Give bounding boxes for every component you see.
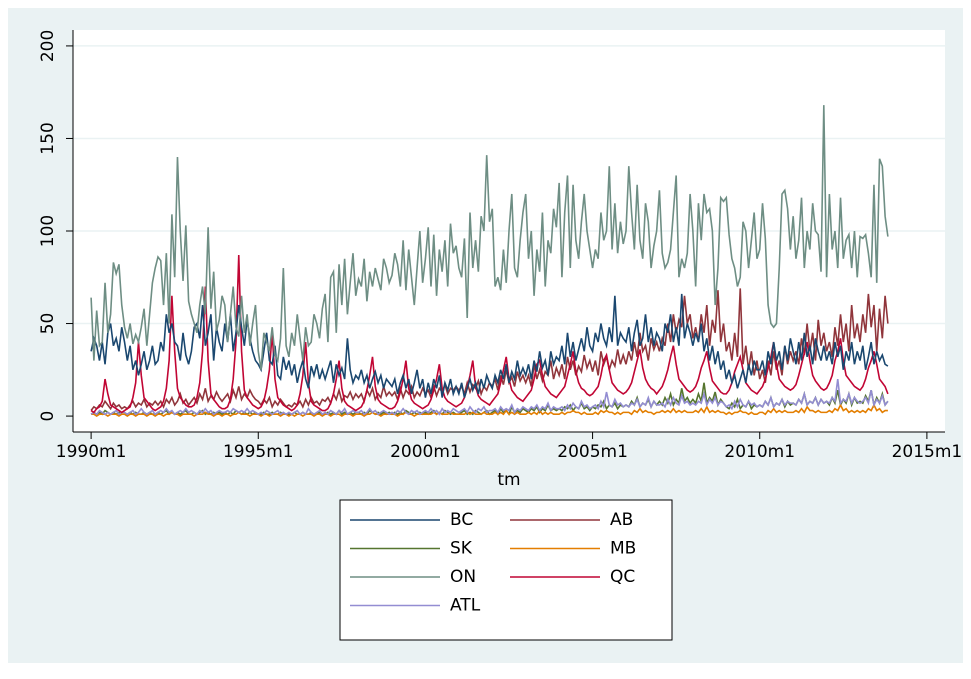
x-tick-label: 2015m1 xyxy=(892,442,963,462)
x-tick-label: 1990m1 xyxy=(56,442,127,462)
data-line xyxy=(91,403,888,418)
legend-label: AB xyxy=(610,510,633,530)
data-line xyxy=(90,293,889,398)
legend xyxy=(339,499,673,641)
x-axis-title: tm xyxy=(497,470,520,490)
legend-label: QC xyxy=(610,567,635,587)
x-tick-label: 1995m1 xyxy=(223,442,294,462)
data-line xyxy=(90,378,889,416)
x-tick-label: 2000m1 xyxy=(390,442,461,462)
legend-label: ON xyxy=(450,567,476,587)
legend-label: MB xyxy=(610,539,636,559)
legend-label: ATL xyxy=(450,596,481,616)
y-tick-label: 0 xyxy=(38,411,58,422)
y-tick-label: 50 xyxy=(38,313,58,335)
data-line xyxy=(90,255,889,414)
y-tick-label: 100 xyxy=(38,215,58,247)
x-tick-label: 2010m1 xyxy=(724,442,795,462)
legend-label: SK xyxy=(450,539,473,559)
y-tick-label: 150 xyxy=(38,122,58,154)
legend-label: BC xyxy=(450,510,473,530)
y-tick-label: 200 xyxy=(38,30,58,62)
x-tick-label: 2005m1 xyxy=(557,442,628,462)
data-line xyxy=(90,105,889,370)
